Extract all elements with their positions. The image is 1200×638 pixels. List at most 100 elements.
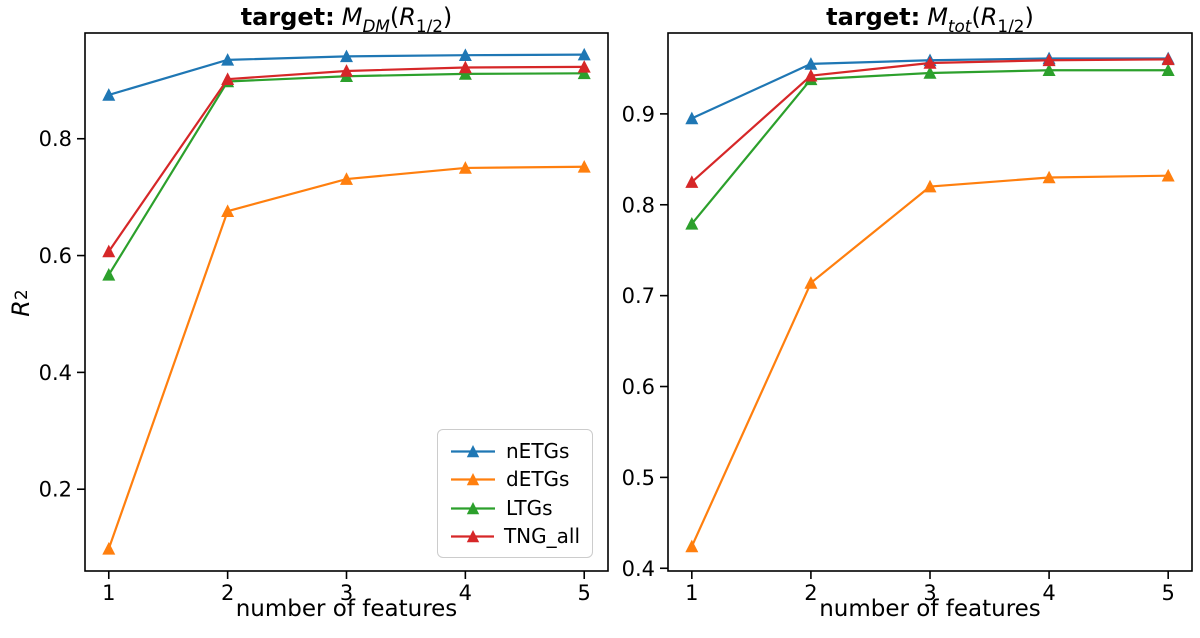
series-marker-nETGs — [458, 48, 472, 61]
y-tick-label: 0.4 — [622, 557, 655, 581]
series-marker-TNG_all — [221, 72, 235, 85]
series-marker-TNG_all — [1042, 53, 1056, 67]
axes-frame — [667, 32, 1193, 572]
left-panel-title: target: MDM(R1/2) — [85, 1, 608, 37]
series-marker-TNG_all — [804, 68, 818, 82]
radius-symbol: R — [980, 3, 998, 31]
series-marker-dETGs — [458, 161, 472, 174]
series-line-dETGs — [690, 174, 1169, 547]
legend-item-nETGs: nETGs — [450, 440, 580, 462]
legend-TNG_all-marker-icon — [451, 529, 494, 543]
legend-item-LTGs: LTGs — [450, 497, 580, 519]
series-marker-nETGs — [577, 47, 591, 61]
series-marker-TNG_all — [102, 244, 116, 258]
x-tick-label: 1 — [102, 581, 115, 605]
x-tick-label: 4 — [1042, 581, 1055, 605]
paren-open: ( — [389, 3, 400, 31]
y-tick-label: 0.2 — [39, 478, 72, 502]
series-marker-nETGs — [804, 57, 818, 70]
mass-subscript: DM — [362, 16, 390, 37]
y-tick-label: 0.6 — [39, 244, 72, 268]
series-marker-nETGs — [340, 49, 353, 63]
paren-close: ) — [442, 3, 453, 31]
mass-symbol: M — [341, 3, 363, 31]
series-marker-dETGs — [923, 179, 937, 193]
axes-frame — [84, 32, 609, 572]
right-panel: 1 2 3 4 5 0.4 0.5 0.6 0.7 0.8 0.9 — [622, 32, 1193, 605]
series-marker-dETGs — [102, 542, 116, 555]
series-marker-dETGs — [804, 276, 818, 289]
x-tick-label: 2 — [221, 581, 234, 605]
series-marker-TNG_all — [685, 175, 699, 188]
triangle-marker-icon — [466, 445, 480, 458]
series-marker-LTGs — [577, 66, 591, 80]
triangle-marker-icon — [466, 529, 480, 543]
mass-subscript: tot — [947, 16, 972, 37]
title-prefix: target: — [826, 3, 921, 31]
series-marker-dETGs — [340, 172, 353, 185]
series-marker-TNG_all — [923, 56, 937, 69]
legend-label: dETGs — [506, 467, 570, 492]
series-marker-TNG_all — [577, 60, 591, 73]
series-marker-nETGs — [685, 111, 699, 125]
series-marker-LTGs — [1042, 63, 1056, 77]
x-tick-label: 3 — [923, 581, 936, 605]
series-marker-LTGs — [458, 67, 472, 80]
right-x-axis-label: number of features — [819, 596, 1041, 622]
title-prefix: target: — [240, 3, 335, 31]
y-tick-label: 0.8 — [39, 127, 72, 151]
series-marker-TNG_all — [1161, 52, 1175, 66]
y-tick-label: 0.9 — [622, 102, 655, 126]
y-tick-label: 0.7 — [622, 284, 655, 308]
x-tick-label: 5 — [1161, 581, 1174, 605]
series-marker-dETGs — [1161, 168, 1175, 182]
y-tick-label: 0.8 — [622, 193, 655, 217]
series-marker-LTGs — [685, 217, 699, 230]
y-axis-exponent: 2 — [11, 289, 31, 300]
paren-open: ( — [971, 3, 981, 31]
paren-close: ) — [1024, 3, 1034, 31]
legend-label: nETGs — [506, 439, 570, 463]
series-marker-dETGs — [577, 159, 591, 173]
triangle-marker-icon — [466, 473, 480, 486]
series-marker-TNG_all — [340, 64, 353, 77]
series-marker-dETGs — [685, 539, 699, 553]
series-marker-nETGs — [102, 88, 116, 101]
series-marker-dETGs — [221, 204, 235, 217]
legend-nETGs-marker-icon — [451, 445, 495, 458]
series-marker-dETGs — [1042, 170, 1056, 184]
legend-item-dETGs: dETGs — [450, 468, 580, 490]
legend-dETGs-marker-icon — [451, 473, 495, 486]
x-tick-label: 1 — [685, 581, 698, 605]
y-tick-label: 0.4 — [39, 361, 72, 385]
series-marker-TNG_all — [458, 60, 472, 74]
x-tick-label: 3 — [340, 581, 353, 605]
left-x-axis-label: number of features — [235, 596, 458, 622]
x-tick-label: 5 — [578, 581, 591, 605]
y-tick-label: 0.6 — [622, 375, 655, 399]
x-tick-label: 2 — [804, 581, 817, 605]
series-marker-nETGs — [221, 53, 235, 66]
series-line-LTGs — [690, 69, 1169, 225]
left-panel: 1 2 3 4 5 0.2 0.4 0.6 0.8 — [39, 32, 609, 605]
legend-label: TNG_all — [503, 523, 580, 548]
y-tick-label: 0.5 — [622, 466, 655, 490]
mass-symbol: M — [927, 3, 948, 31]
triangle-marker-icon — [466, 501, 480, 514]
legend: nETGs dETGs LTGs TNG_all — [437, 429, 593, 558]
series-marker-LTGs — [923, 66, 937, 79]
radius-subscript: 1/2 — [415, 16, 443, 37]
series-marker-LTGs — [1161, 63, 1175, 77]
legend-item-TNG_all: TNG_all — [450, 525, 580, 547]
right-panel-title: target: Mtot(R1/2) — [668, 1, 1192, 37]
legend-label: LTGs — [506, 495, 553, 520]
y-axis-symbol: R — [7, 300, 35, 317]
x-tick-label: 4 — [459, 581, 472, 605]
series-marker-LTGs — [102, 268, 116, 281]
legend-LTGs-marker-icon — [451, 501, 495, 514]
radius-symbol: R — [399, 3, 416, 31]
radius-subscript: 1/2 — [997, 16, 1025, 37]
